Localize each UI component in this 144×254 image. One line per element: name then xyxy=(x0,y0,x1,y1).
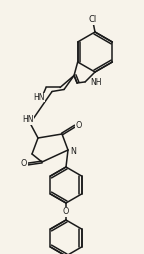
Text: O: O xyxy=(63,208,69,216)
Text: NH: NH xyxy=(90,78,102,87)
Text: Cl: Cl xyxy=(89,15,97,24)
Text: O: O xyxy=(21,160,27,168)
Text: N: N xyxy=(70,147,76,155)
Text: O: O xyxy=(76,120,82,130)
Text: HN: HN xyxy=(22,116,34,124)
Text: HN: HN xyxy=(33,93,45,102)
